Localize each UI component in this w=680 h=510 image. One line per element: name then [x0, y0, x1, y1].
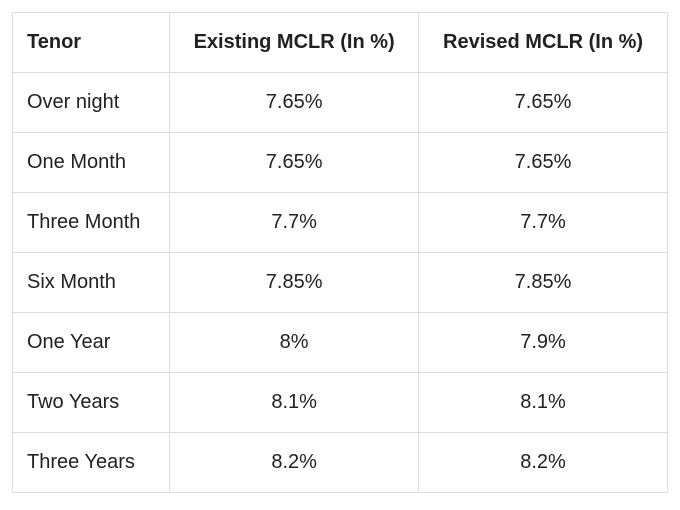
- col-header-revised: Revised MCLR (In %): [419, 13, 668, 73]
- cell-existing: 7.65%: [170, 73, 419, 133]
- table-row: One Month 7.65% 7.65%: [13, 133, 668, 193]
- table-row: Three Years 8.2% 8.2%: [13, 433, 668, 493]
- cell-existing: 7.65%: [170, 133, 419, 193]
- table-row: Two Years 8.1% 8.1%: [13, 373, 668, 433]
- table-row: Over night 7.65% 7.65%: [13, 73, 668, 133]
- cell-revised: 8.2%: [419, 433, 668, 493]
- mclr-table: Tenor Existing MCLR (In %) Revised MCLR …: [12, 12, 668, 493]
- cell-tenor: Six Month: [13, 253, 170, 313]
- cell-revised: 8.1%: [419, 373, 668, 433]
- col-header-tenor: Tenor: [13, 13, 170, 73]
- cell-tenor: Three Month: [13, 193, 170, 253]
- cell-existing: 7.85%: [170, 253, 419, 313]
- table-row: One Year 8% 7.9%: [13, 313, 668, 373]
- cell-revised: 7.85%: [419, 253, 668, 313]
- table-row: Six Month 7.85% 7.85%: [13, 253, 668, 313]
- cell-tenor: Two Years: [13, 373, 170, 433]
- table-header-row: Tenor Existing MCLR (In %) Revised MCLR …: [13, 13, 668, 73]
- cell-existing: 7.7%: [170, 193, 419, 253]
- cell-revised: 7.7%: [419, 193, 668, 253]
- cell-existing: 8.2%: [170, 433, 419, 493]
- cell-revised: 7.9%: [419, 313, 668, 373]
- cell-revised: 7.65%: [419, 73, 668, 133]
- table-row: Three Month 7.7% 7.7%: [13, 193, 668, 253]
- cell-tenor: One Month: [13, 133, 170, 193]
- cell-tenor: Three Years: [13, 433, 170, 493]
- cell-existing: 8.1%: [170, 373, 419, 433]
- col-header-existing: Existing MCLR (In %): [170, 13, 419, 73]
- cell-tenor: One Year: [13, 313, 170, 373]
- cell-revised: 7.65%: [419, 133, 668, 193]
- cell-tenor: Over night: [13, 73, 170, 133]
- cell-existing: 8%: [170, 313, 419, 373]
